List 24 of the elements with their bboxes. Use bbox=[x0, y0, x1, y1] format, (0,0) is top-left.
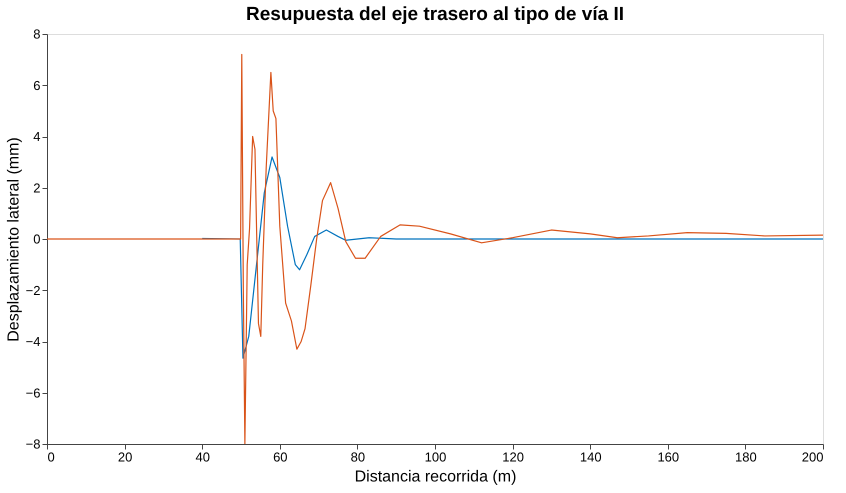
x-tick-label: 20 bbox=[118, 450, 132, 464]
y-axis-title: Desplazamiento lateral (mm) bbox=[6, 137, 23, 342]
x-tick-label: 140 bbox=[580, 450, 602, 464]
y-tick-label: 4 bbox=[33, 129, 40, 144]
x-tick-label: 120 bbox=[502, 450, 524, 464]
y-tick-label: 6 bbox=[33, 78, 40, 93]
y-tick-label: −4 bbox=[26, 334, 40, 349]
y-tick-label: 2 bbox=[33, 180, 40, 196]
x-tick-label: 180 bbox=[735, 450, 757, 464]
y-tick-label: −6 bbox=[26, 385, 40, 400]
x-tick-label: 40 bbox=[195, 450, 210, 464]
line-series bbox=[202, 156, 823, 359]
y-tick-label: 0 bbox=[33, 232, 40, 246]
x-tick-label: 80 bbox=[350, 450, 366, 464]
y-tick-label: 8 bbox=[33, 26, 40, 42]
y-tick-label: −2 bbox=[26, 282, 40, 298]
x-tick-label: 0 bbox=[48, 450, 55, 464]
x-tick-label: 200 bbox=[802, 450, 824, 464]
x-tick-label: 160 bbox=[657, 450, 680, 464]
x-axis-title: Distancia recorrida (m) bbox=[354, 468, 516, 486]
x-tick-label: 100 bbox=[424, 450, 446, 464]
y-tick-label: −8 bbox=[26, 436, 40, 452]
x-tick-label: 60 bbox=[273, 450, 288, 464]
chart-title: Resupuesta del eje trasero al tipo de vía II bbox=[246, 4, 624, 25]
